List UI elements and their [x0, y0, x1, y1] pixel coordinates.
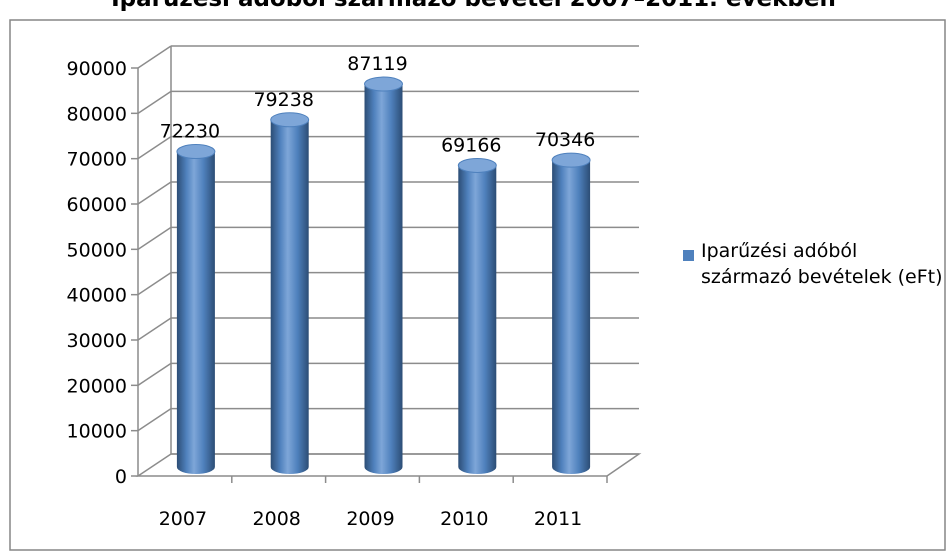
y-tick-label: 40000: [67, 285, 127, 307]
bar: [551, 152, 591, 474]
gridline-side: [137, 136, 172, 160]
bar: [457, 157, 497, 475]
y-tick-label: 70000: [67, 149, 127, 171]
bars: [176, 76, 591, 475]
bar-body: [176, 151, 215, 475]
legend-swatch: [683, 250, 694, 261]
gridline-side: [137, 226, 172, 250]
y-axis: 0 10000 20000 30000 40000 50000 60000 70000 8000…: [67, 58, 138, 488]
y-tick-label: 60000: [67, 194, 127, 216]
bar-body: [270, 119, 309, 475]
floor: [135, 453, 642, 477]
gridline-side: [137, 362, 172, 386]
y-tick-label: 10000: [67, 421, 127, 443]
x-axis: 2007 2008 2009 2010 2011: [159, 476, 608, 530]
data-label: 87119: [347, 53, 407, 75]
bar-body: [552, 160, 591, 474]
legend-label: Iparűzési adóból származó bevételek (eFt…: [701, 240, 943, 288]
y-tick-label: 0: [115, 466, 127, 488]
bar: [364, 76, 403, 474]
x-tick-label: 2009: [346, 508, 394, 530]
bar-top: [176, 144, 216, 160]
gridline-side: [137, 317, 172, 341]
gridline-side: [137, 181, 172, 205]
y-tick-label: 30000: [67, 330, 127, 352]
gridline-side: [137, 272, 172, 296]
chart-title: Iparűzési adóból származó bevétel 2007–2…: [0, 0, 947, 12]
bar-top: [270, 112, 310, 128]
bar-top: [457, 157, 497, 173]
y-tick-label: 50000: [67, 239, 127, 261]
gridline-side: [137, 45, 172, 69]
gridline-side: [137, 90, 172, 114]
x-tick-label: 2011: [534, 508, 582, 530]
bar-body: [458, 165, 497, 475]
bar-top: [364, 76, 403, 92]
data-label: 79238: [253, 89, 313, 111]
x-tick-label: 2008: [253, 508, 301, 530]
bar-body: [364, 84, 403, 474]
x-tick-label: 2007: [159, 508, 207, 530]
bar: [176, 144, 216, 475]
gridline-side: [137, 408, 172, 432]
data-labels: 72230 79238 87119 69166 70346: [160, 53, 596, 156]
bar: [270, 112, 310, 475]
y-tick-label: 90000: [67, 58, 127, 80]
y-tick-label: 80000: [67, 103, 127, 125]
data-label: 69166: [441, 134, 501, 156]
data-label: 70346: [535, 129, 595, 151]
y-tick-label: 20000: [67, 375, 127, 397]
bar-top: [551, 152, 591, 168]
x-tick-label: 2010: [440, 508, 488, 530]
data-label: 72230: [160, 121, 220, 143]
